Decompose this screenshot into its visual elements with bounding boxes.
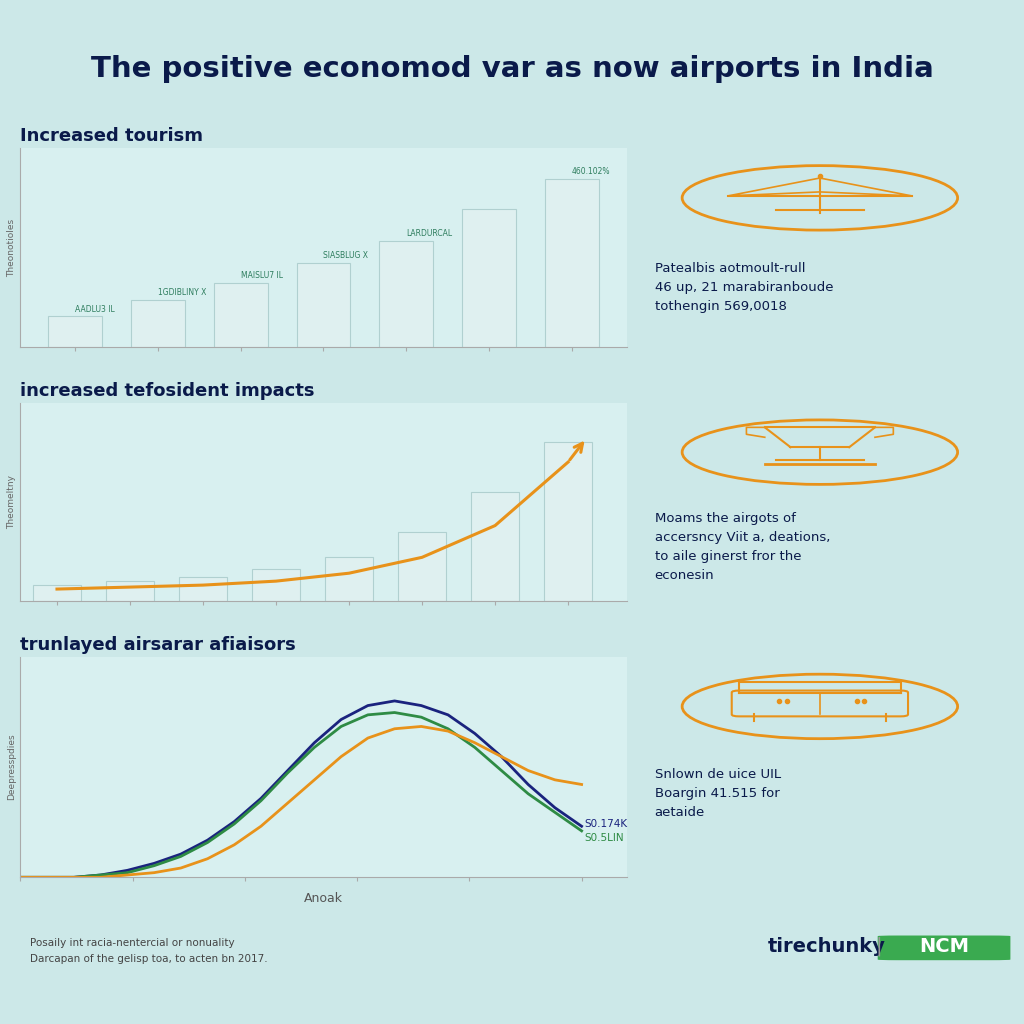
Y-axis label: Theonotioles: Theonotioles [7, 218, 16, 276]
Text: S0.174K: S0.174K [585, 819, 628, 829]
Text: increased tefosident impacts: increased tefosident impacts [20, 382, 315, 399]
Text: Darcapan of the gelisp toa, to acten bn 2017.: Darcapan of the gelisp toa, to acten bn … [31, 953, 268, 964]
Bar [471, 492, 519, 601]
Bar [48, 316, 101, 347]
Text: NCM: NCM [920, 937, 970, 955]
Bar [106, 582, 154, 601]
Text: Snlown de uice UIL
Boargin 41.515 for
aetaide: Snlown de uice UIL Boargin 41.515 for ae… [654, 768, 780, 819]
Bar [545, 442, 592, 601]
X-axis label: Anoak: Anoak [304, 892, 343, 905]
FancyBboxPatch shape [878, 936, 1011, 961]
Y-axis label: Theomeltny: Theomeltny [7, 475, 16, 528]
Bar [326, 557, 373, 601]
Text: trunlayed airsarar afiaisors: trunlayed airsarar afiaisors [20, 636, 296, 654]
Text: tirechunky: tirechunky [768, 937, 886, 955]
Text: |: | [876, 937, 883, 956]
Bar [179, 578, 226, 601]
Bar [252, 569, 300, 601]
Text: SIASBLUG X: SIASBLUG X [324, 251, 369, 260]
Text: AADLU3 IL: AADLU3 IL [75, 305, 115, 314]
Bar [380, 241, 433, 347]
Text: LARDURCAL: LARDURCAL [407, 229, 453, 239]
Text: Patealbis aotmoult-rull
46 up, 21 marabiranboude
tothengin 569,0018: Patealbis aotmoult-rull 46 up, 21 marabi… [654, 262, 834, 313]
Bar [297, 262, 350, 347]
Text: Moams the airgots of
accersncy Viit a, deations,
to aile ginerst fror the
econes: Moams the airgots of accersncy Viit a, d… [654, 512, 830, 582]
Bar [131, 300, 184, 347]
Text: 1GDIBLINY X: 1GDIBLINY X [158, 288, 206, 297]
Text: The positive economod var as now airports in India: The positive economod var as now airport… [91, 55, 933, 83]
Text: S0.5LIN: S0.5LIN [585, 833, 624, 843]
Bar [398, 531, 445, 601]
Bar [545, 178, 599, 347]
Text: Posaily int racia-nentercial or nonuality: Posaily int racia-nentercial or nonualit… [31, 938, 234, 947]
Bar [214, 283, 267, 347]
Text: Increased tourism: Increased tourism [20, 127, 204, 145]
Text: 460.102%: 460.102% [572, 167, 610, 176]
Bar [462, 209, 516, 347]
Text: MAISLU7 IL: MAISLU7 IL [241, 271, 283, 281]
Y-axis label: Deepresspdies: Deepresspdies [7, 734, 16, 801]
Bar [33, 585, 81, 601]
